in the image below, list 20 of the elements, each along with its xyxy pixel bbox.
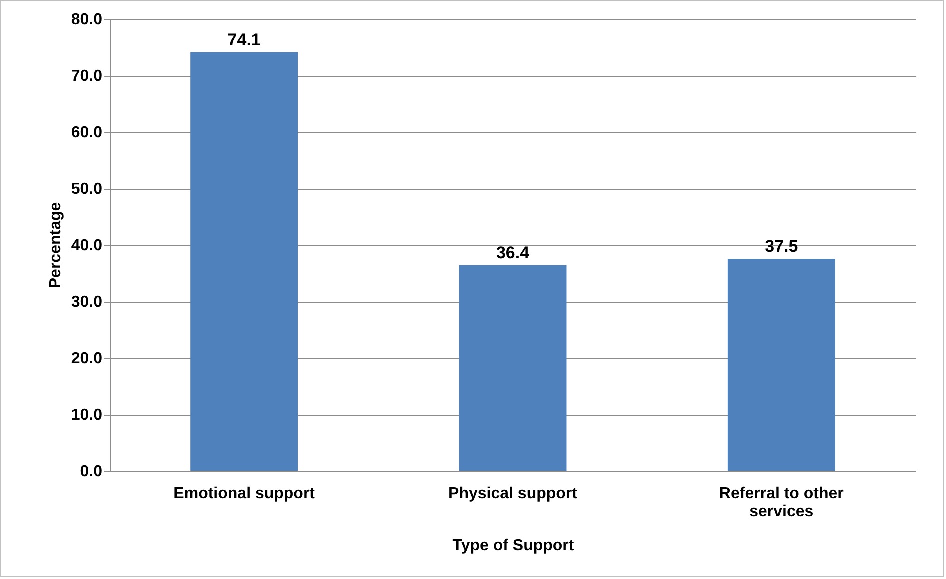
y-tick-label: 40.0 [71, 238, 103, 254]
x-tick-label: Referral to other services [719, 486, 844, 520]
y-tick-label: 0.0 [80, 464, 103, 480]
y-tick-label: 30.0 [71, 294, 103, 311]
data-label: 36.4 [496, 243, 530, 262]
y-tick-label: 10.0 [71, 407, 103, 424]
y-axis-title: Percentage [47, 202, 64, 289]
x-axis-title: Type of Support [452, 538, 575, 554]
y-tick-label: 70.0 [71, 68, 103, 85]
x-tick-label: Emotional support [174, 486, 316, 502]
y-tick-label: 20.0 [71, 350, 103, 368]
y-tick-label: 60.0 [71, 124, 103, 142]
bar [459, 265, 567, 471]
y-tick-label: 80.0 [71, 12, 103, 28]
x-tick-label: Physical support [448, 486, 578, 502]
y-tick-label: 50.0 [71, 181, 103, 198]
data-label: 37.5 [765, 237, 798, 256]
data-label: 74.1 [228, 30, 261, 50]
bar [190, 52, 298, 471]
bar [728, 259, 836, 471]
